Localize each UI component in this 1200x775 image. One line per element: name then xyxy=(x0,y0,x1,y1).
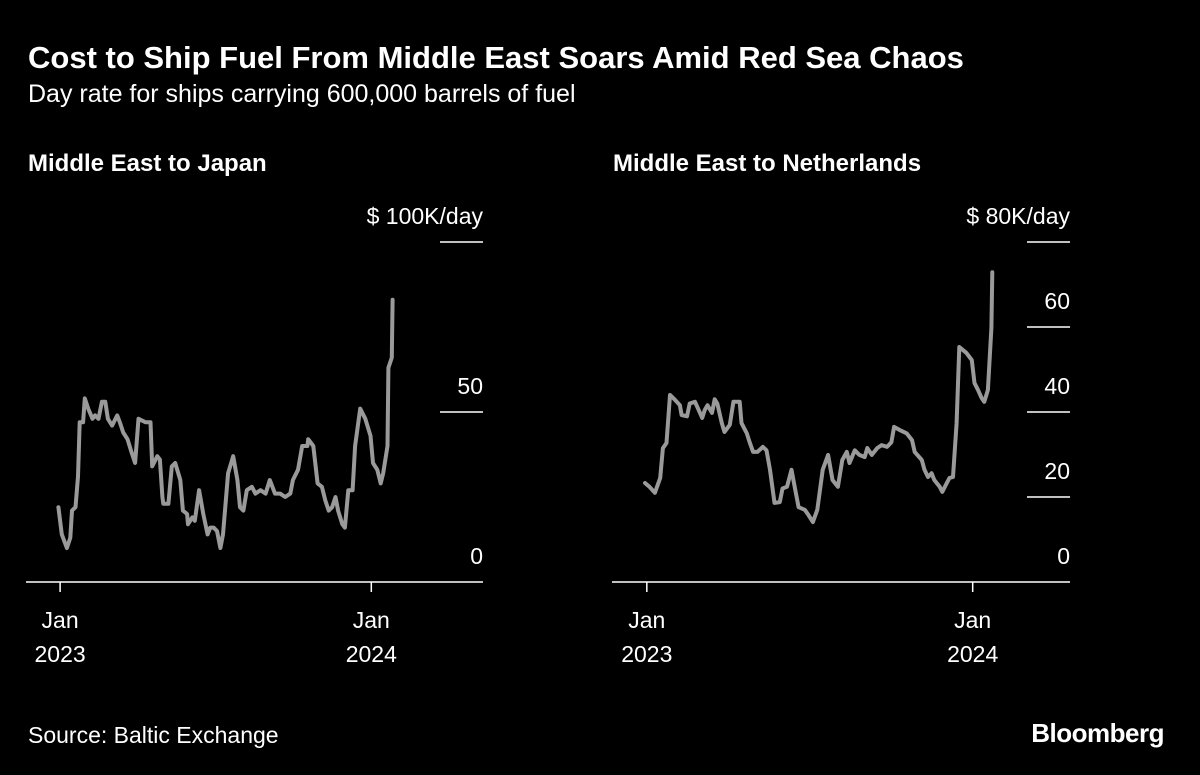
y-tick-label: $ 100K/day xyxy=(367,203,484,229)
y-tick-label: 0 xyxy=(1057,543,1070,569)
series-line xyxy=(643,270,995,525)
x-tick-label-year: 2024 xyxy=(346,641,397,667)
y-tick-label: 20 xyxy=(1044,458,1070,484)
bloomberg-logo: Bloomberg xyxy=(1031,718,1164,748)
x-tick-label-year: 2023 xyxy=(35,641,86,667)
y-tick-label: 0 xyxy=(470,543,483,569)
y-tick-label: 60 xyxy=(1044,288,1070,314)
x-tick-label-month: Jan xyxy=(954,607,991,633)
x-tick-label-year: 2024 xyxy=(947,641,998,667)
series-line xyxy=(56,297,395,550)
y-tick-label: $ 80K/day xyxy=(966,203,1070,229)
chart-subtitle: Day rate for ships carrying 600,000 barr… xyxy=(28,80,576,108)
panel-title-japan: Middle East to Japan xyxy=(28,150,267,177)
x-tick-label-month: Jan xyxy=(628,607,665,633)
x-tick-label-year: 2023 xyxy=(621,641,672,667)
y-tick-label: 40 xyxy=(1044,373,1070,399)
panel-title-netherlands: Middle East to Netherlands xyxy=(613,150,922,177)
chart-title: Cost to Ship Fuel From Middle East Soars… xyxy=(28,40,964,75)
x-tick-label-month: Jan xyxy=(353,607,390,633)
chart-japan: 0 50 $ 100K/day Jan 2023 Jan 2024 xyxy=(26,203,483,667)
y-tick-label: 50 xyxy=(457,373,483,399)
source-note: Source: Baltic Exchange xyxy=(28,722,279,748)
x-tick-label-month: Jan xyxy=(42,607,79,633)
chart-netherlands: 0 20 40 60 $ 80K/day Jan 2023 Jan 2024 xyxy=(612,203,1070,667)
